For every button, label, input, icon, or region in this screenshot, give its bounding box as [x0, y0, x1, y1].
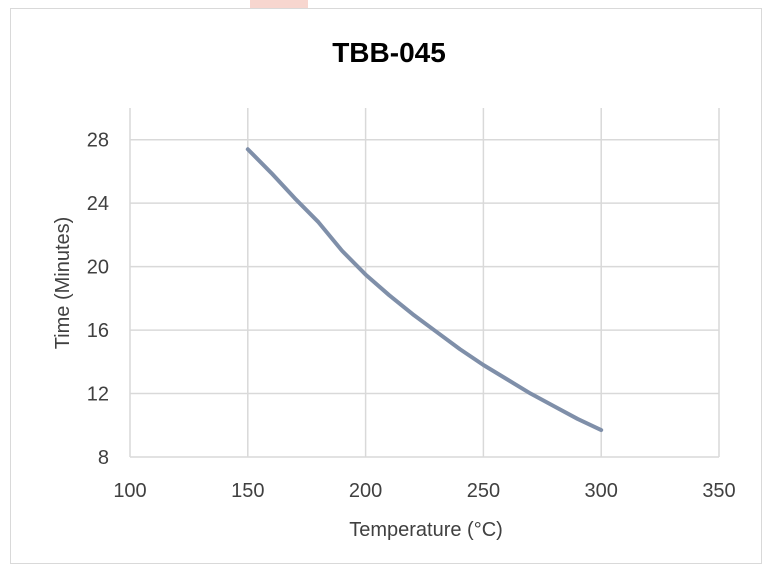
y-tick-label: 12 [87, 384, 109, 406]
x-tick-label: 100 [113, 480, 146, 502]
grid-lines [130, 108, 720, 457]
y-tick-label: 24 [87, 193, 109, 215]
x-tick-label: 200 [349, 480, 382, 502]
x-axis-label: Temperature (°C) [349, 519, 503, 541]
y-axis-label: Time (Minutes) [52, 217, 74, 350]
x-tick-label: 350 [702, 480, 735, 502]
y-tick-label: 28 [87, 130, 109, 152]
y-tick-label: 20 [87, 257, 109, 279]
x-tick-labels: 100 150 200 250 300 350 [113, 480, 735, 502]
chart-title: TBB-045 [332, 37, 446, 68]
y-tick-label: 16 [87, 320, 109, 342]
y-tick-labels: 8 12 16 20 24 28 [87, 130, 109, 469]
axes [129, 108, 719, 458]
series-line [245, 147, 604, 433]
y-tick-label: 8 [98, 447, 109, 469]
x-tick-label: 150 [231, 480, 264, 502]
top-decoration [250, 0, 308, 8]
chart-frame [10, 8, 762, 564]
x-tick-label: 300 [585, 480, 618, 502]
x-tick-label: 250 [467, 480, 500, 502]
series-group [245, 147, 604, 433]
